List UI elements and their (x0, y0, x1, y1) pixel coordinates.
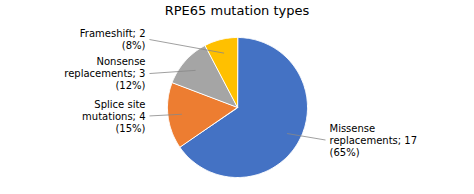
svg-text:Missensereplacements; 17(65%): Missensereplacements; 17(65%) (330, 123, 418, 158)
svg-text:Splice sitemutations; 4(15%): Splice sitemutations; 4(15%) (82, 99, 146, 134)
svg-text:Nonsensereplacements; 3(12%): Nonsensereplacements; 3(12%) (64, 56, 145, 91)
html-text:RPE65 mutation types: RPE65 mutation types (164, 3, 310, 18)
svg-text:Frameshift; 2(8%): Frameshift; 2(8%) (80, 28, 146, 51)
